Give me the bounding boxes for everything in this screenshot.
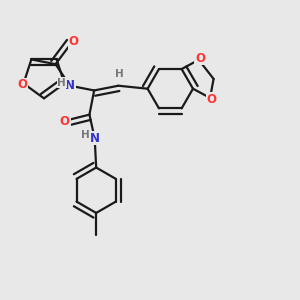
Text: N: N <box>65 79 75 92</box>
Text: H: H <box>57 78 66 88</box>
Text: O: O <box>69 35 79 48</box>
Text: O: O <box>206 93 216 106</box>
Text: O: O <box>195 52 205 64</box>
Text: O: O <box>60 115 70 128</box>
Text: H: H <box>116 69 124 80</box>
Text: N: N <box>90 132 100 145</box>
Text: H: H <box>81 130 90 140</box>
Text: O: O <box>17 79 27 92</box>
